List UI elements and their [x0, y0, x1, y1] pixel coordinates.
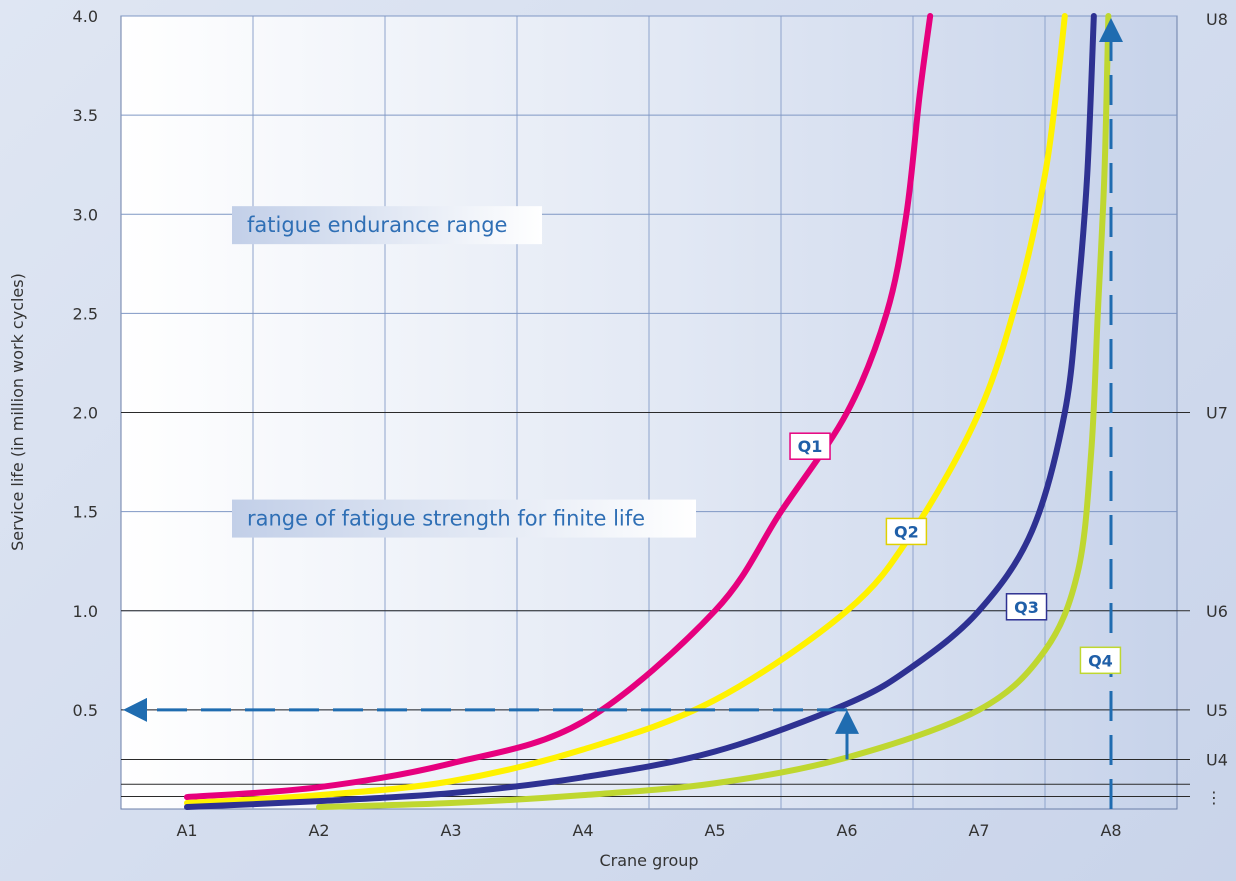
y-tick-label: 0.5 [73, 701, 98, 720]
range-label: fatigue endurance range [247, 213, 507, 237]
x-tick-label: A4 [572, 821, 593, 840]
right-class-label: U5 [1206, 701, 1228, 720]
x-tick-label: A3 [440, 821, 461, 840]
x-tick-label: A1 [176, 821, 197, 840]
x-tick-label: A6 [836, 821, 857, 840]
series-label-q4: Q4 [1088, 651, 1113, 670]
x-tick-label: A8 [1100, 821, 1121, 840]
series-label-q2: Q2 [894, 522, 919, 541]
range-label: range of fatigue strength for finite lif… [247, 507, 645, 531]
y-tick-label: 4.0 [73, 7, 98, 26]
right-class-label: U8 [1206, 10, 1228, 29]
y-tick-label: 2.5 [73, 304, 98, 323]
y-tick-label: 1.0 [73, 602, 98, 621]
right-class-label: U6 [1206, 602, 1228, 621]
x-axis-label: Crane group [599, 851, 698, 870]
x-tick-label: A5 [704, 821, 725, 840]
y-tick-label: 1.5 [73, 503, 98, 522]
y-tick-label: 2.0 [73, 404, 98, 423]
series-label-q3: Q3 [1014, 598, 1039, 617]
x-tick-label: A2 [308, 821, 329, 840]
right-class-label: U4 [1206, 750, 1228, 769]
right-class-label: U7 [1206, 404, 1228, 423]
y-axis-label: Service life (in million work cycles) [8, 273, 27, 551]
x-tick-label: A7 [968, 821, 989, 840]
right-class-label: ⋮ [1206, 788, 1222, 807]
y-tick-label: 3.5 [73, 106, 98, 125]
series-label-q1: Q1 [798, 437, 823, 456]
y-tick-label: 3.0 [73, 205, 98, 224]
